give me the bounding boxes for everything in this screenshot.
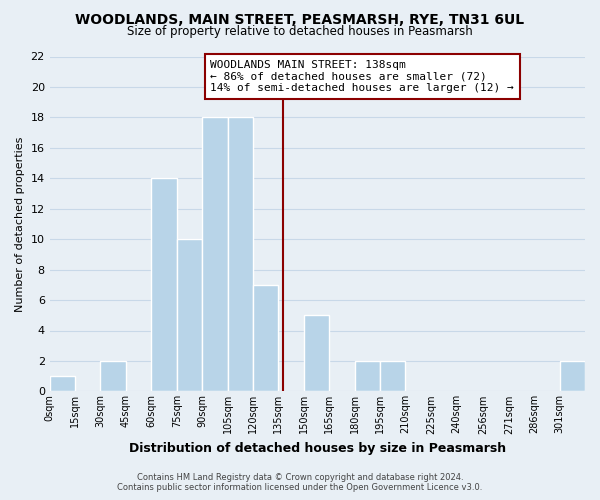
Text: WOODLANDS, MAIN STREET, PEASMARSH, RYE, TN31 6UL: WOODLANDS, MAIN STREET, PEASMARSH, RYE, … xyxy=(76,12,524,26)
Y-axis label: Number of detached properties: Number of detached properties xyxy=(15,136,25,312)
Bar xyxy=(560,361,585,392)
Text: Size of property relative to detached houses in Peasmarsh: Size of property relative to detached ho… xyxy=(127,25,473,38)
Bar xyxy=(253,285,278,392)
Bar xyxy=(151,178,177,392)
Text: Contains HM Land Registry data © Crown copyright and database right 2024.
Contai: Contains HM Land Registry data © Crown c… xyxy=(118,473,482,492)
Bar xyxy=(177,239,202,392)
Text: WOODLANDS MAIN STREET: 138sqm
← 86% of detached houses are smaller (72)
14% of s: WOODLANDS MAIN STREET: 138sqm ← 86% of d… xyxy=(210,60,514,93)
Bar xyxy=(202,118,227,392)
Bar xyxy=(380,361,406,392)
Bar xyxy=(355,361,380,392)
Bar xyxy=(304,316,329,392)
X-axis label: Distribution of detached houses by size in Peasmarsh: Distribution of detached houses by size … xyxy=(129,442,506,455)
Bar xyxy=(100,361,126,392)
Bar xyxy=(227,118,253,392)
Bar xyxy=(50,376,75,392)
